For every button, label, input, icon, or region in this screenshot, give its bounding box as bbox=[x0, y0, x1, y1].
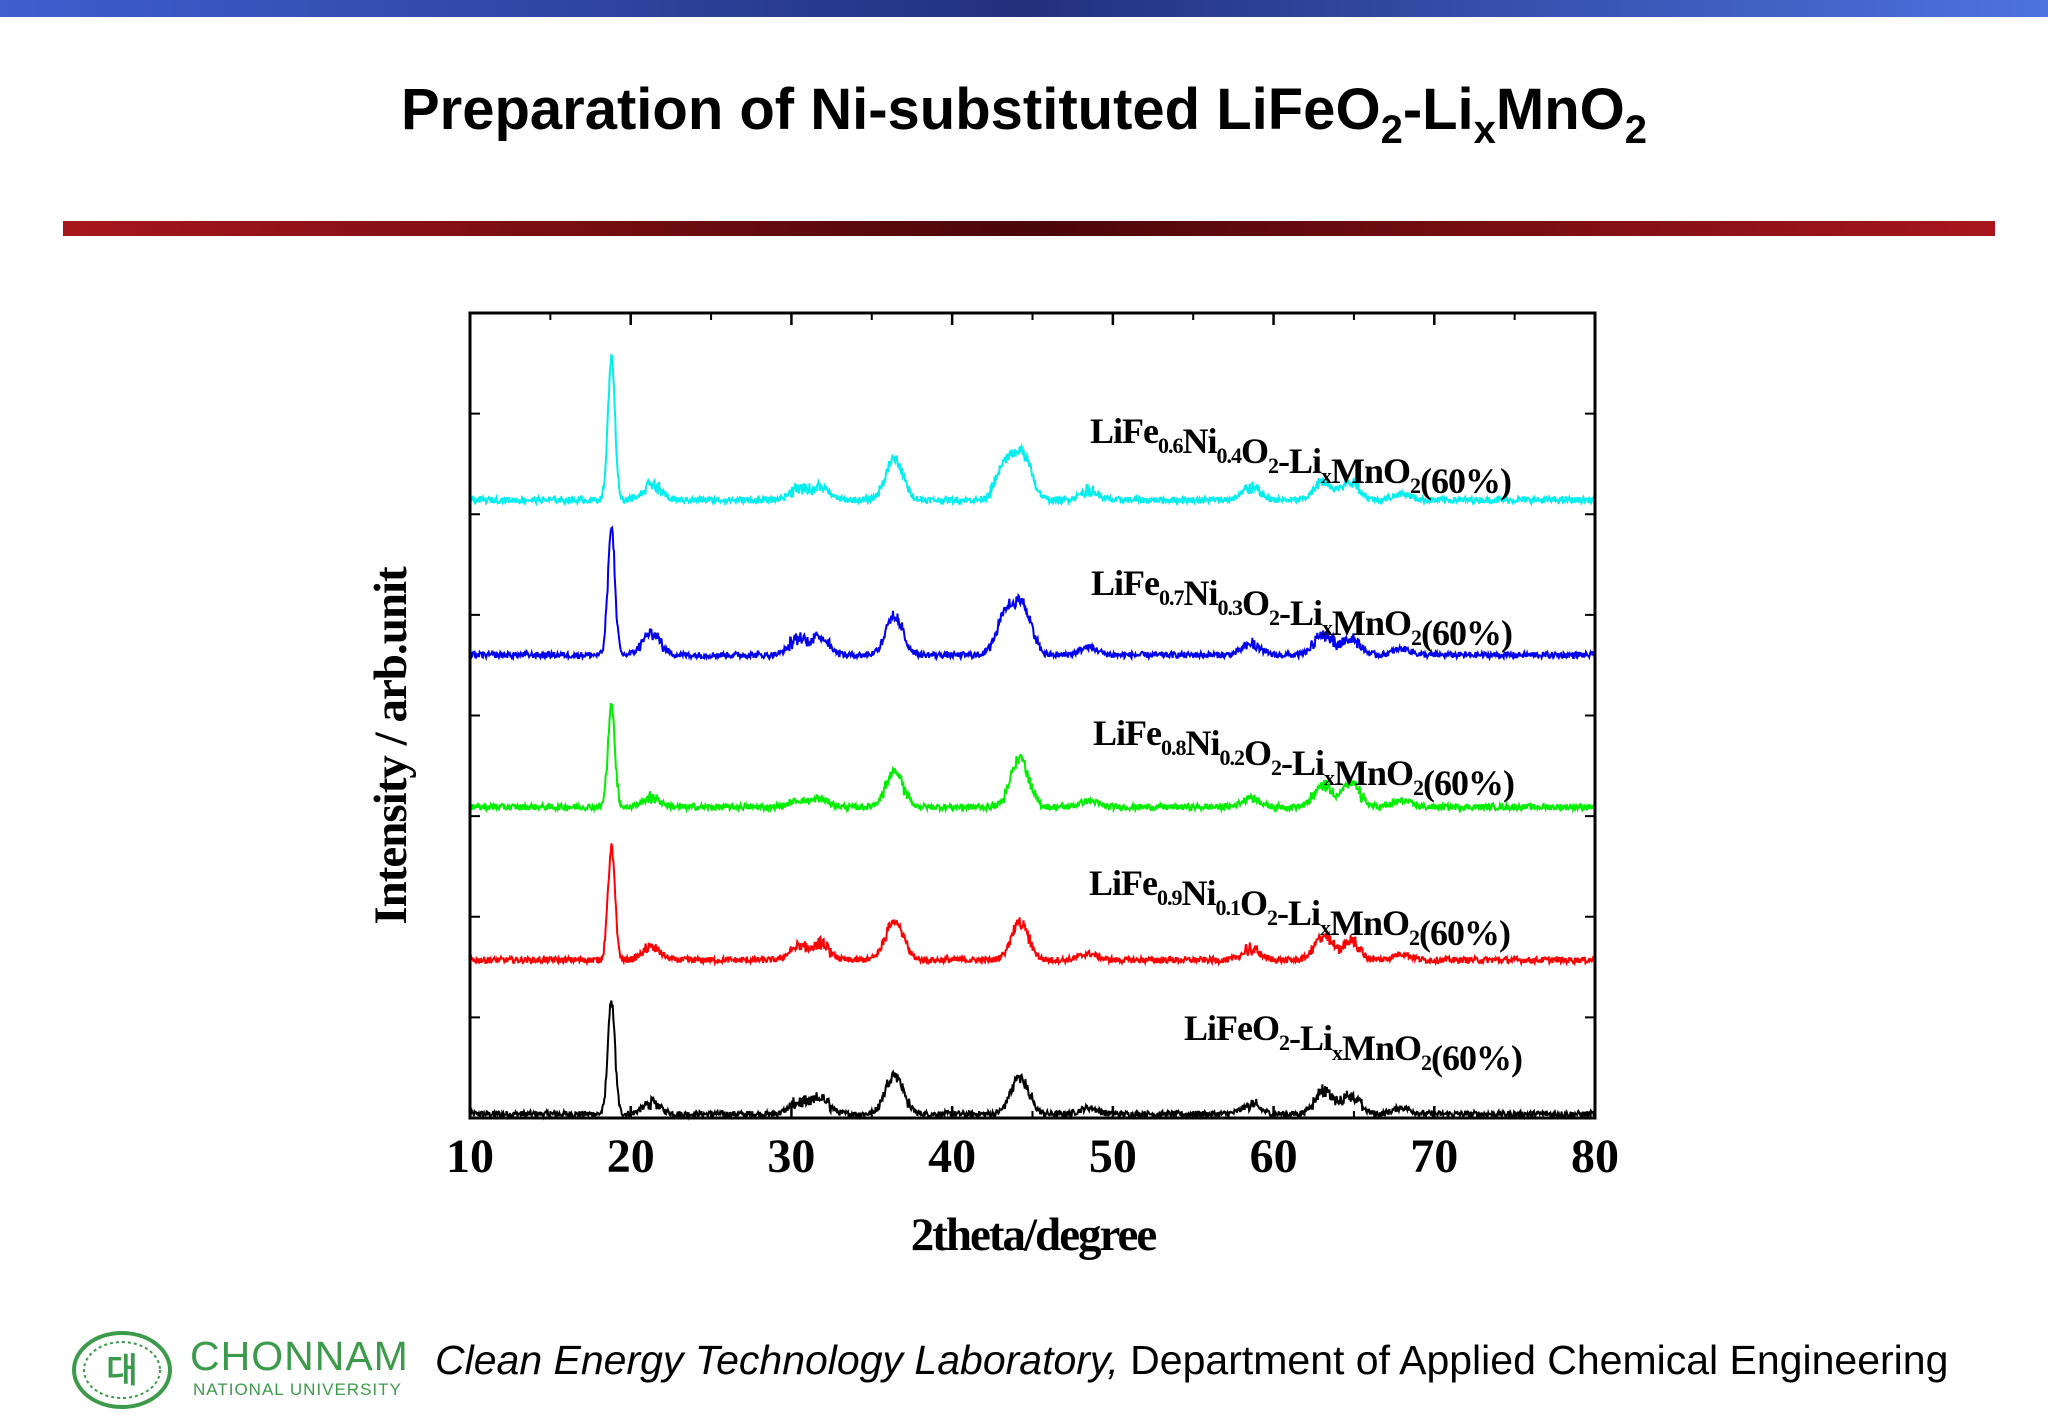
title-divider bbox=[63, 221, 1995, 236]
logo-glyph: 대 bbox=[106, 1351, 137, 1391]
x-tick-label-40: 40 bbox=[928, 1130, 976, 1183]
series-label-4: LiFe0.7Ni0.3O2-LixMnO2(60%) bbox=[1091, 563, 1512, 653]
university-name: CHONNAM bbox=[190, 1333, 409, 1379]
series-line-2 bbox=[469, 843, 1596, 968]
series-layer bbox=[469, 353, 1596, 1121]
x-tick-label-50: 50 bbox=[1089, 1130, 1137, 1183]
labels-layer: LiFeO2-LixMnO2(60%) LiFe0.9Ni0.1O2-LixMnO… bbox=[1089, 411, 1523, 1078]
series-line-1 bbox=[469, 1000, 1596, 1121]
university-subtitle: NATIONAL UNIVERSITY bbox=[193, 1380, 402, 1399]
top-accent-bar bbox=[0, 0, 2048, 17]
x-tick-label-30: 30 bbox=[767, 1130, 815, 1183]
series-label-2: LiFe0.9Ni0.1O2-LixMnO2(60%) bbox=[1089, 863, 1510, 953]
footer-credits: Clean Energy Technology Laboratory, Depa… bbox=[435, 1337, 1949, 1383]
series-line-4 bbox=[469, 525, 1596, 662]
series-label-1: LiFeO2-LixMnO2(60%) bbox=[1184, 1008, 1522, 1078]
x-tick-label-70: 70 bbox=[1410, 1130, 1458, 1183]
x-tick-label-10: 10 bbox=[446, 1130, 494, 1183]
series-label-5: LiFe0.6Ni0.4O2-LixMnO2(60%) bbox=[1090, 411, 1511, 501]
series-label-3: LiFe0.8Ni0.2O2-LixMnO2(60%) bbox=[1093, 713, 1514, 803]
x-tick-label-60: 60 bbox=[1250, 1130, 1298, 1183]
university-logo: 대 bbox=[72, 1331, 172, 1409]
series-line-3 bbox=[469, 703, 1596, 814]
series-line-5 bbox=[469, 353, 1596, 507]
y-axis-label: Intensity / arb.unit bbox=[365, 566, 417, 925]
x-tick-label-20: 20 bbox=[607, 1130, 655, 1183]
lab-name: Clean Energy Technology Laboratory, bbox=[435, 1337, 1119, 1383]
x-tick-label-80: 80 bbox=[1571, 1130, 1619, 1183]
ticks-layer: 10 20 30 40 50 60 70 80 bbox=[446, 313, 1619, 1183]
department-name: Department of Applied Chemical Engineeri… bbox=[1118, 1337, 1949, 1383]
x-axis-label: 2theta/degree bbox=[911, 1209, 1157, 1261]
slide-title: Preparation of Ni-substituted LiFeO2-Lix… bbox=[400, 77, 1648, 152]
plot-frame bbox=[468, 311, 1597, 1120]
